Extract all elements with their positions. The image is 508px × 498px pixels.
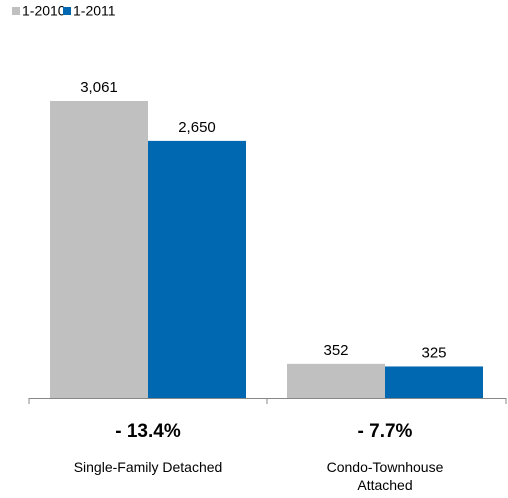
change-labels-group: - 13.4% - 7.7% xyxy=(115,421,412,442)
legend-swatch-1-2011 xyxy=(63,7,71,15)
category-labels-group: Single-Family Detached Condo-Townhouse Att… xyxy=(74,459,444,493)
change-label-0: - 13.4% xyxy=(115,421,181,442)
change-label-1: - 7.7% xyxy=(358,421,413,442)
category-label-1-line-0: Condo-Townhouse xyxy=(327,459,444,475)
bar-1-2011-1 xyxy=(385,366,483,398)
bar-1-2010-0 xyxy=(50,101,148,398)
data-label-1-2011-1: 325 xyxy=(421,344,446,361)
legend-swatch-1-2010 xyxy=(12,7,20,15)
bar-1-2010-1 xyxy=(287,363,385,398)
bar-1-2011-0 xyxy=(148,140,246,398)
legend-label-1-2010: 1-2010 xyxy=(22,3,66,19)
data-label-1-2010-1: 352 xyxy=(323,342,348,359)
x-axis xyxy=(28,398,507,404)
legend: 1-2010 1-2011 xyxy=(12,3,116,19)
bars-group xyxy=(50,101,483,398)
category-label-1-line-1: Attached xyxy=(357,477,412,493)
legend-label-1-2011: 1-2011 xyxy=(73,3,116,19)
data-label-1-2011-0: 2,650 xyxy=(178,119,216,136)
category-label-0-line-0: Single-Family Detached xyxy=(74,459,223,475)
value-labels-group: 3,061 2,650 352 325 xyxy=(80,79,446,361)
data-label-1-2010-0: 3,061 xyxy=(80,79,118,96)
